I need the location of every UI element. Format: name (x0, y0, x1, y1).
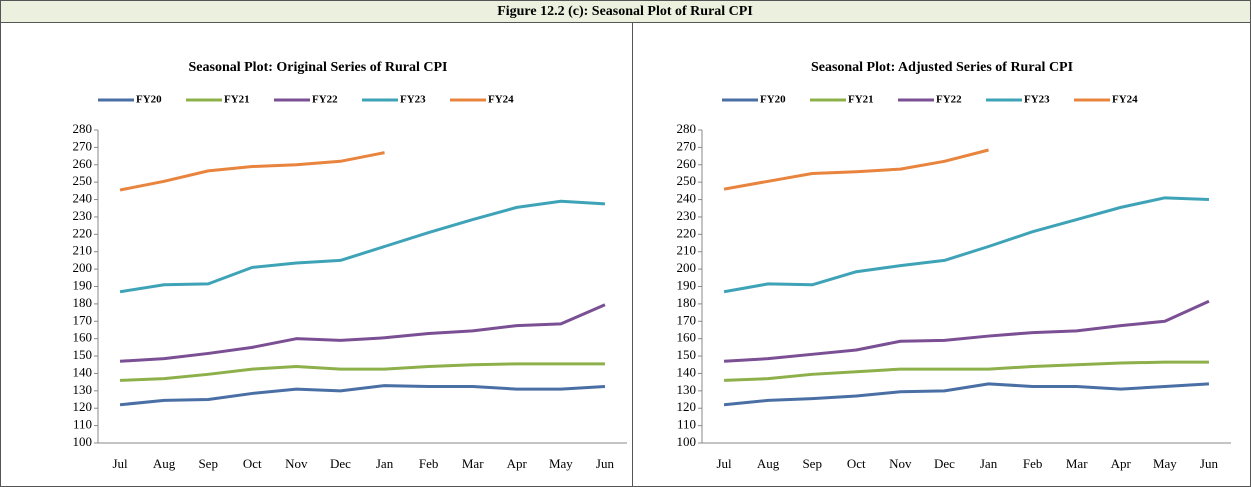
y-tick-label: 230 (677, 208, 697, 223)
x-tick-label: Apr (1111, 456, 1132, 471)
x-tick-label: Oct (847, 456, 866, 471)
x-tick-label: Jun (596, 456, 615, 471)
y-tick-label: 200 (73, 260, 93, 275)
x-tick-label: Nov (889, 456, 912, 471)
y-tick-label: 150 (73, 347, 93, 362)
chart-title: Seasonal Plot: Original Series of Rural … (189, 60, 448, 75)
x-tick-label: Jul (716, 456, 732, 471)
x-tick-label: Jun (1200, 456, 1219, 471)
legend-label: FY20 (136, 94, 162, 106)
series-line (119, 303, 606, 363)
y-tick-label: 180 (677, 295, 697, 310)
legend-label: FY24 (488, 94, 514, 106)
y-tick-label: 240 (73, 191, 93, 206)
x-tick-label: May (1153, 456, 1177, 471)
x-tick-label: Jul (112, 456, 128, 471)
x-tick-label: Aug (153, 456, 176, 471)
x-tick-label: Apr (507, 456, 528, 471)
x-tick-label: Aug (757, 456, 780, 471)
series-line (723, 360, 1209, 382)
series-line (119, 362, 605, 382)
y-tick-label: 240 (677, 191, 697, 206)
series-line (723, 148, 989, 191)
series-line (119, 199, 606, 294)
legend-label: FY20 (760, 94, 786, 106)
y-tick-label: 160 (677, 330, 697, 345)
y-tick-label: 100 (677, 434, 697, 449)
y-tick-label: 260 (677, 156, 697, 171)
y-tick-label: 250 (73, 173, 93, 188)
y-tick-label: 220 (677, 225, 697, 240)
x-tick-label: Jan (376, 456, 394, 471)
x-tick-label: Feb (1023, 456, 1043, 471)
y-tick-label: 280 (73, 121, 93, 136)
y-tick-label: 230 (73, 208, 93, 223)
legend-label: FY21 (848, 94, 874, 106)
series-line (723, 382, 1210, 407)
y-tick-label: 270 (677, 138, 697, 153)
legend-label: FY24 (1112, 94, 1138, 106)
title-bar (0, 0, 1251, 23)
y-tick-label: 270 (73, 138, 93, 153)
y-tick-label: 220 (73, 225, 93, 240)
y-tick-label: 190 (73, 277, 93, 292)
figure-title: Figure 12.2 (c): Seasonal Plot of Rural … (497, 4, 753, 19)
y-tick-label: 210 (677, 243, 697, 258)
y-tick-label: 110 (677, 417, 696, 432)
y-tick-label: 200 (677, 260, 697, 275)
y-tick-label: 180 (73, 295, 93, 310)
x-tick-label: Nov (285, 456, 308, 471)
x-tick-label: Dec (330, 456, 351, 471)
x-tick-label: Feb (419, 456, 439, 471)
x-tick-label: Dec (934, 456, 955, 471)
series-line (119, 151, 385, 192)
x-tick-label: Mar (1066, 456, 1088, 471)
x-tick-label: Mar (462, 456, 484, 471)
y-tick-label: 140 (73, 364, 93, 379)
y-tick-label: 120 (73, 399, 93, 414)
legend-label: FY23 (400, 94, 426, 106)
y-tick-label: 210 (73, 243, 93, 258)
x-tick-label: Sep (802, 456, 822, 471)
series-line (119, 384, 606, 407)
x-tick-label: Jan (980, 456, 998, 471)
y-tick-label: 280 (677, 121, 697, 136)
x-tick-label: May (549, 456, 573, 471)
legend-label: FY23 (1024, 94, 1050, 106)
y-tick-label: 160 (73, 330, 93, 345)
series-line (723, 299, 1210, 363)
y-tick-label: 190 (677, 277, 697, 292)
y-tick-label: 130 (677, 382, 697, 397)
x-tick-label: Oct (243, 456, 262, 471)
legend-label: FY22 (936, 94, 962, 106)
x-tick-label: Sep (198, 456, 218, 471)
y-tick-label: 120 (677, 399, 697, 414)
y-tick-label: 130 (73, 382, 93, 397)
y-tick-label: 250 (677, 173, 697, 188)
y-tick-label: 140 (677, 364, 697, 379)
y-tick-label: 100 (73, 434, 93, 449)
legend-label: FY21 (224, 94, 250, 106)
y-tick-label: 260 (73, 156, 93, 171)
y-tick-label: 170 (73, 312, 93, 327)
chart-title: Seasonal Plot: Adjusted Series of Rural … (811, 60, 1073, 75)
y-tick-label: 110 (73, 417, 92, 432)
y-tick-label: 150 (677, 347, 697, 362)
legend-label: FY22 (312, 94, 338, 106)
y-tick-label: 170 (677, 312, 697, 327)
series-line (723, 196, 1210, 294)
